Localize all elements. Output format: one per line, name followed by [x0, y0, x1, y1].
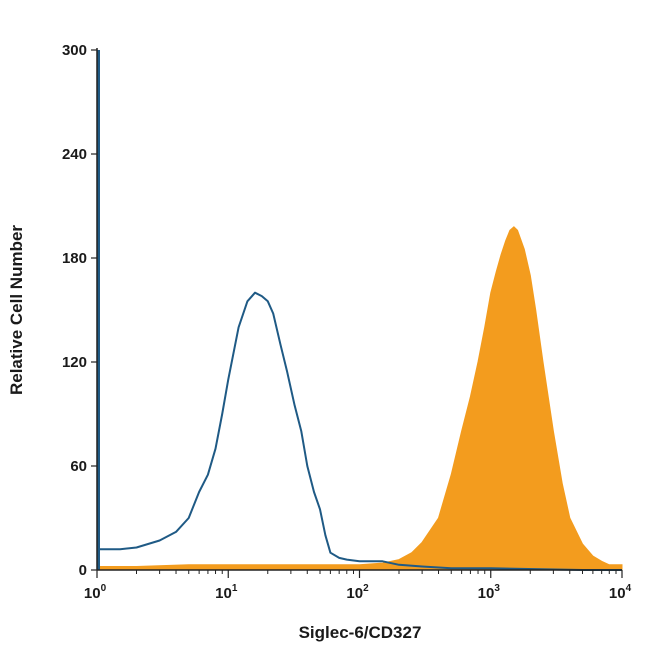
x-tick-label-1: 101: [215, 583, 238, 602]
y-tick-label-3: 180: [62, 250, 87, 267]
plot-area: [96, 50, 623, 571]
series-1-outline-histogram: [97, 291, 622, 571]
x-axis-title: Siglec-6/CD327: [299, 623, 422, 642]
y-tick-label-2: 120: [62, 354, 87, 371]
x-tick-label-4: 104: [609, 583, 632, 602]
y-tick-label-0: 0: [79, 562, 87, 579]
y-axis-title: Relative Cell Number: [7, 225, 26, 395]
axes: 0 60 120 180 240 300 100 101 102 103 104: [62, 42, 632, 602]
y-tick-label-5: 300: [62, 42, 87, 59]
x-tick-label-0: 100: [84, 583, 107, 602]
y-tick-label-1: 60: [70, 458, 87, 475]
y-tick-label-4: 240: [62, 146, 87, 163]
x-tick-label-3: 103: [478, 583, 501, 602]
series-0-filled-histogram: [96, 226, 623, 571]
x-tick-label-2: 102: [346, 583, 369, 602]
